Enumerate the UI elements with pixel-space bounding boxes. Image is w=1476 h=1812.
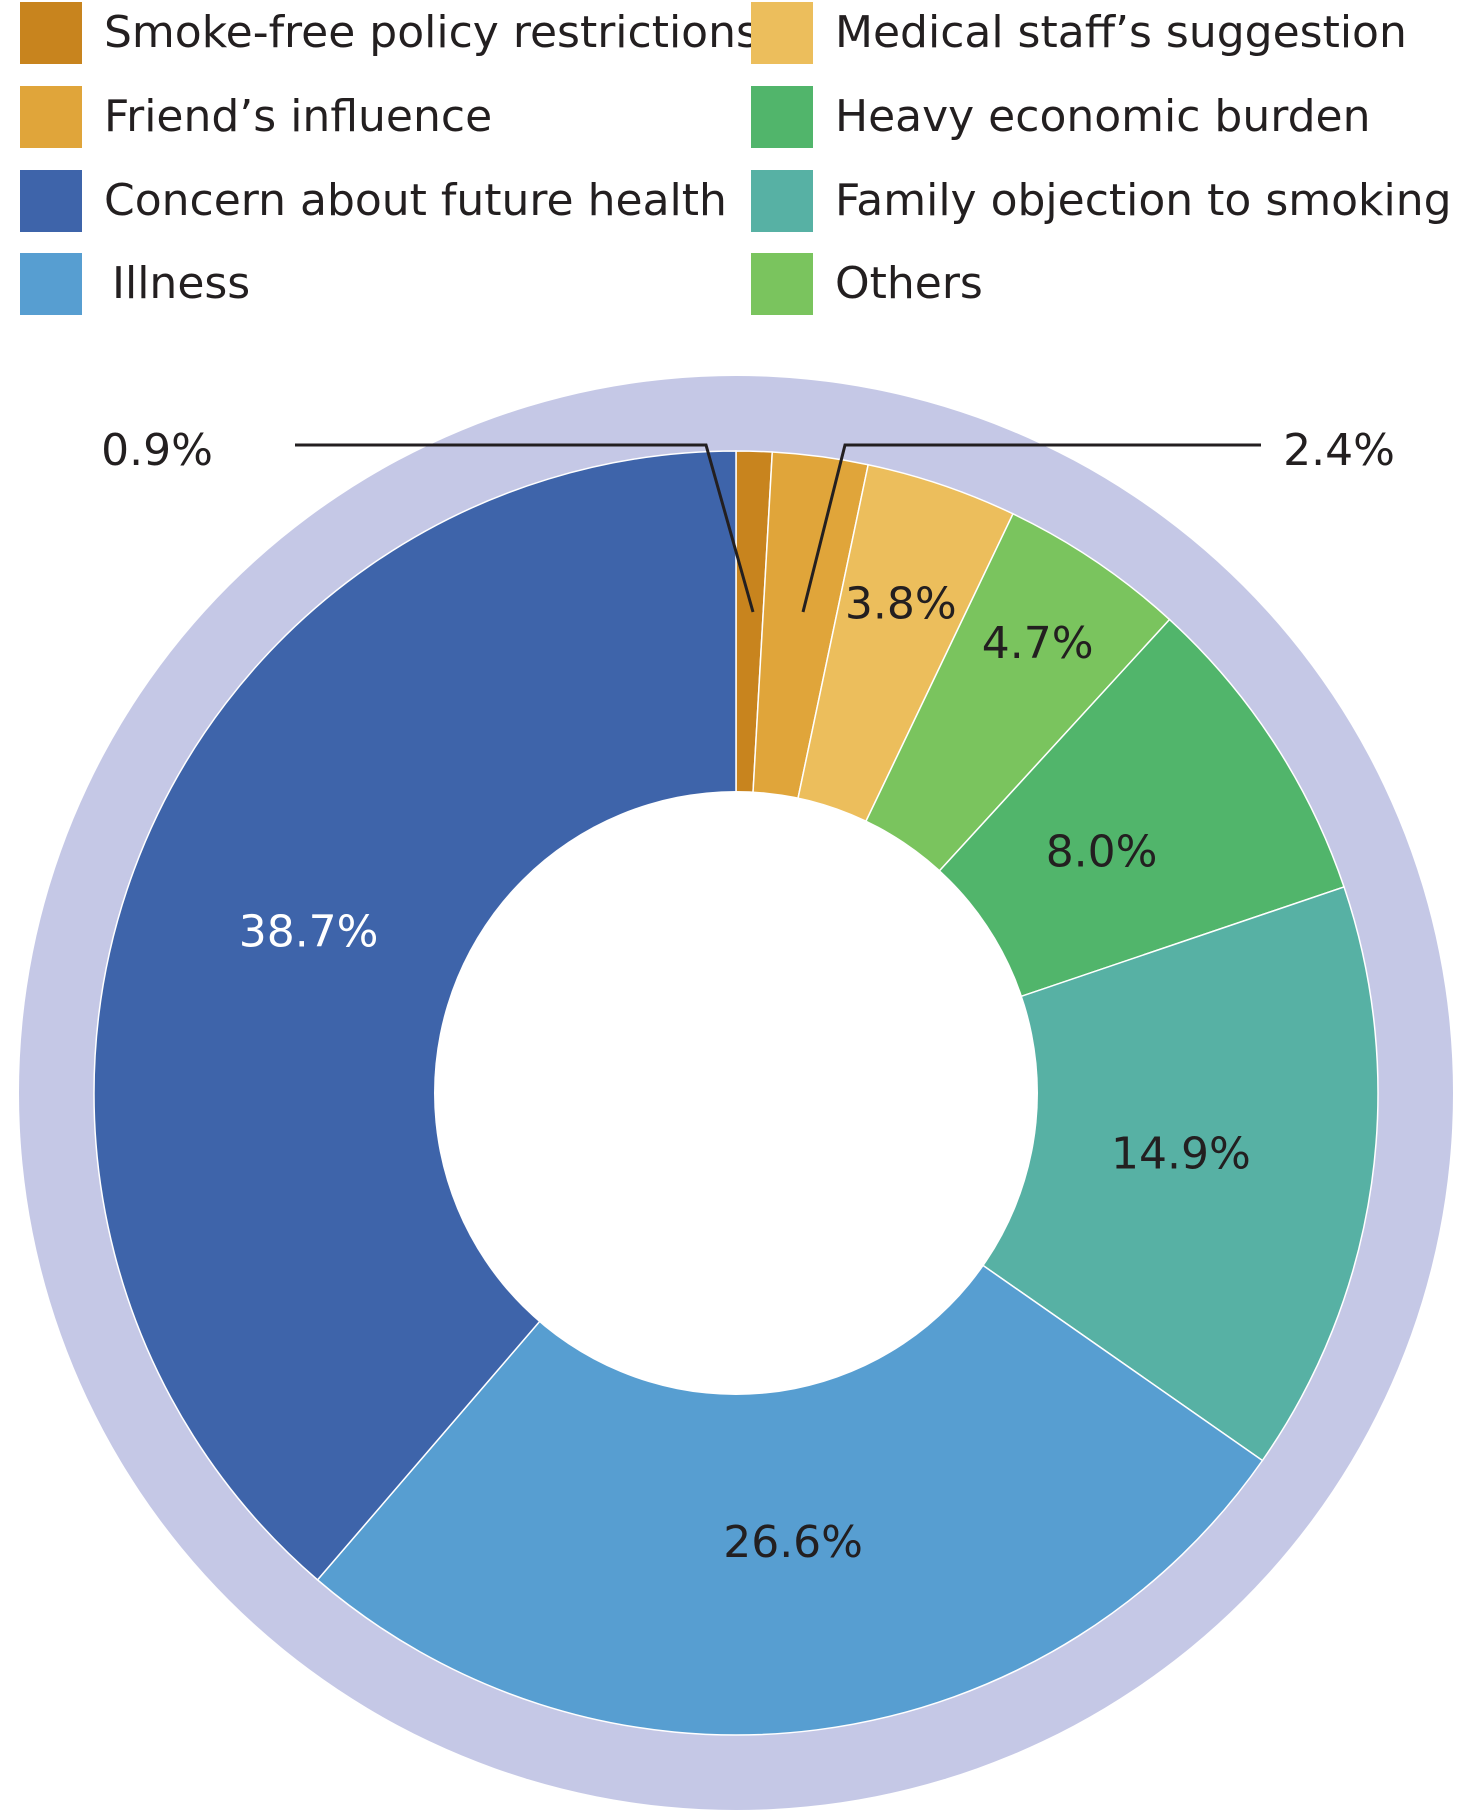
slice-illness [316,1091,1264,1736]
legend-label: Others [835,258,983,309]
legend-label: Family objection to smoking [835,175,1452,226]
value-label-family-objection-to-smoking: 14.9% [1111,1128,1251,1179]
value-label-illness: 26.6% [723,1517,863,1568]
leader-line-friend-s-influence [801,443,1261,613]
legend-swatch [751,86,813,148]
legend-label: Heavy economic burden [835,91,1371,142]
leader-line-smoke-free-policy-restrictions [295,443,755,613]
legend-label: Smoke-free policy restrictions [104,7,759,58]
slice-family-objection-to-smoking [734,885,1379,1462]
value-label-concern-about-future-health: 38.7% [239,907,379,958]
legend-label: Concern about future health [104,175,727,226]
legend-swatch [20,253,82,315]
legend-label: Friend’s influence [104,91,493,142]
legend-swatch [20,170,82,232]
value-label-medical-staff-s-suggestion: 3.8% [845,579,957,630]
legend-label: Illness [112,258,251,309]
legend-swatch [751,253,813,315]
legend-swatch [751,2,813,64]
value-label-friend-s-influence: 2.4% [1283,425,1395,476]
legend-swatch [20,2,82,64]
donut-hole [434,791,1038,1395]
legend-swatch [20,86,82,148]
value-labels: 0.9% 2.4% 3.8% 4.7% 8.0% 14.9% 26.6% 38.7% [101,425,1395,1568]
legend-swatch [751,170,813,232]
value-label-others: 4.7% [982,618,1094,669]
leader-lines [295,443,1261,613]
slice-concern-about-future-health [93,450,737,1581]
legend-label: Medical staff’s suggestion [835,7,1407,58]
value-label-smoke-free-policy-restrictions: 0.9% [101,425,213,476]
value-label-heavy-economic-burden: 8.0% [1046,827,1158,878]
chart-legend: Smoke-free policy restrictions Medical st… [0,0,1476,330]
